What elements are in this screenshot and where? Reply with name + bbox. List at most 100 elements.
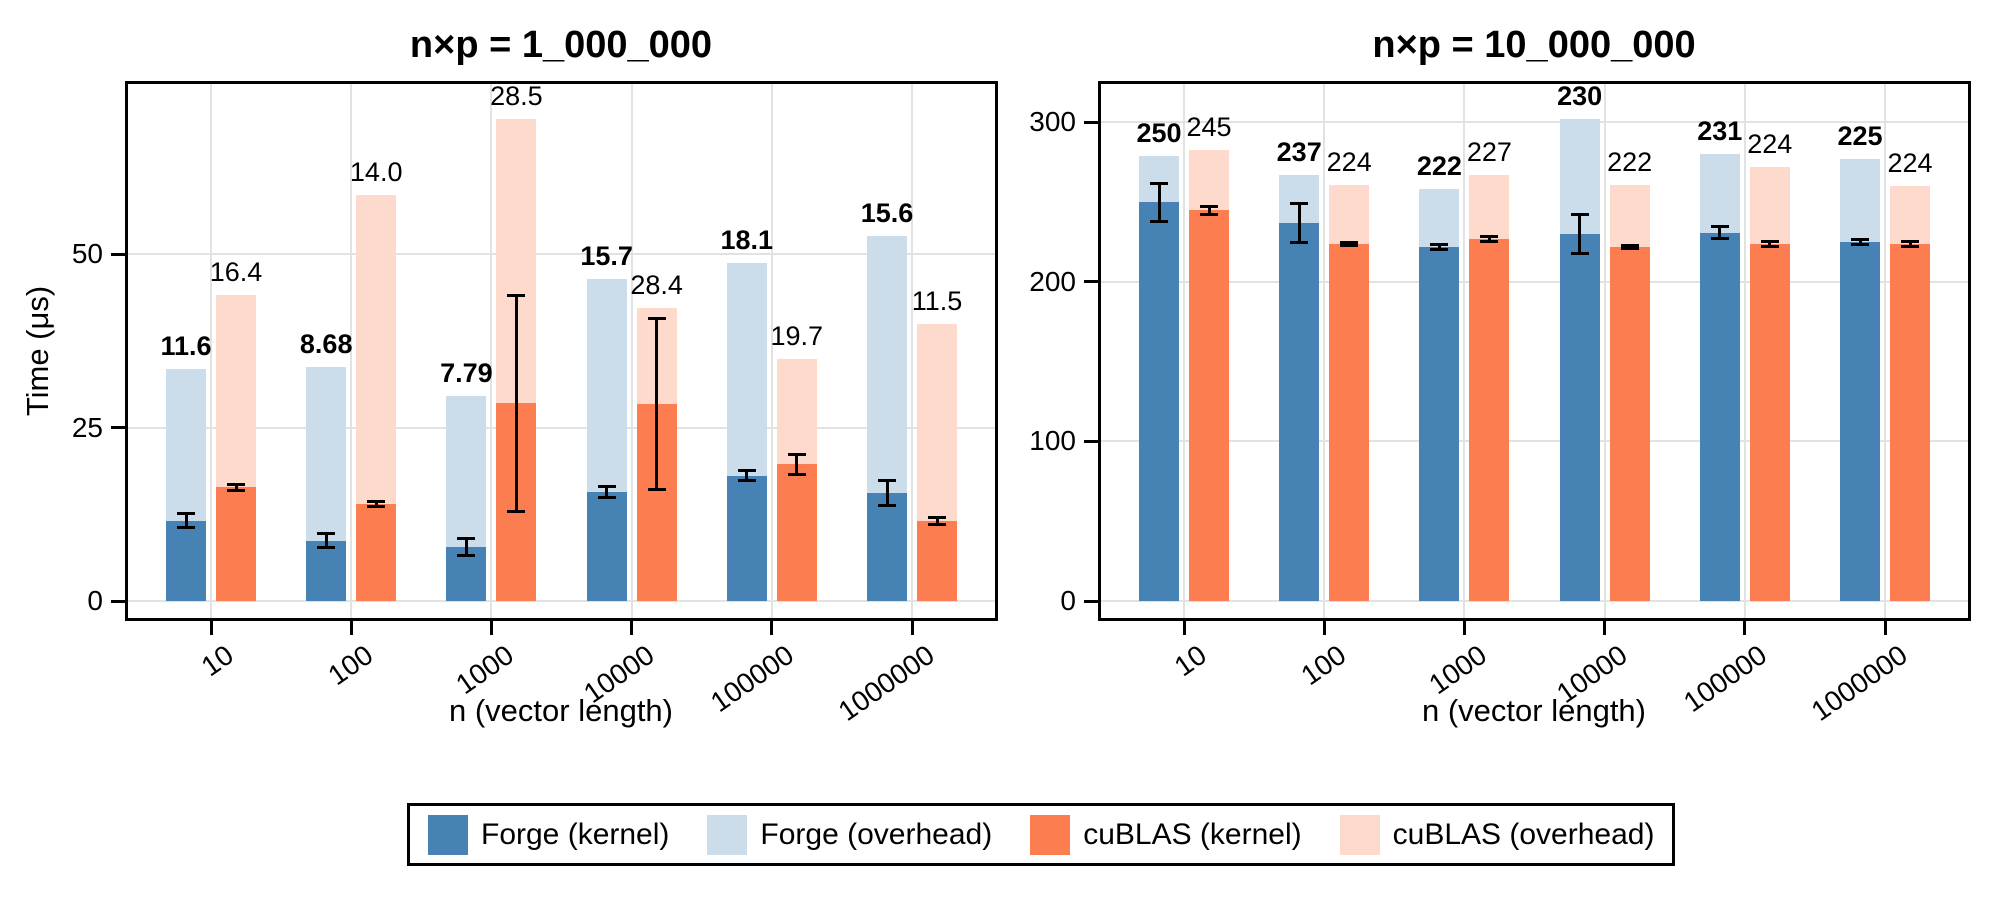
bar-cublas-overhead	[917, 323, 957, 522]
v-gridline	[1463, 81, 1466, 621]
panel-right-title: n×p = 10_000_000	[1372, 24, 1696, 66]
bar-value-label-forge: 237	[1276, 137, 1322, 168]
error-bar-cap	[457, 537, 476, 541]
v-gridline	[630, 81, 633, 621]
error-bar-cap	[317, 532, 336, 536]
x-tickmark	[1462, 621, 1466, 635]
bar-value-label-cublas: 224	[1326, 146, 1372, 177]
bar-cublas-kernel	[776, 464, 817, 601]
x-tickmark	[630, 621, 634, 635]
error-bar-cap	[787, 473, 806, 477]
error-bar-forge	[605, 486, 609, 498]
x-tickmark	[1182, 621, 1186, 635]
y-tick-label: 50	[71, 238, 103, 270]
error-bar-cap	[1150, 181, 1168, 185]
error-bar-cublas	[1347, 242, 1351, 246]
legend-item: Forge (kernel)	[428, 814, 669, 855]
error-bar-cap	[1430, 247, 1449, 251]
y-tick-label: 200	[1029, 265, 1076, 297]
v-gridline	[1323, 81, 1326, 621]
v-gridline	[210, 81, 212, 621]
bar-cublas-kernel	[1189, 210, 1229, 601]
error-bar-cap	[1570, 213, 1589, 217]
error-bar-cap	[457, 553, 476, 557]
bar-cublas-kernel	[216, 487, 256, 601]
h-gridline	[1098, 121, 1971, 124]
bar-cublas-overhead	[216, 294, 256, 488]
h-gridline	[1098, 600, 1971, 602]
h-gridline	[125, 426, 998, 429]
bar-forge-overhead	[726, 263, 767, 476]
bar-value-label-forge: 231	[1697, 116, 1743, 147]
error-bar-forge	[885, 480, 889, 506]
error-bar-cap	[647, 487, 666, 491]
error-bar-cap	[787, 452, 806, 456]
x-tickmark	[1883, 621, 1887, 635]
x-tickmark	[489, 621, 493, 635]
x-tick-label: 10	[1168, 639, 1212, 683]
panel-left-title: n×p = 1_000_000	[409, 24, 713, 66]
bar-value-label-forge: 250	[1136, 117, 1182, 148]
v-gridline	[1743, 81, 1746, 621]
legend-label: cuBLAS (overhead)	[1392, 817, 1655, 851]
bar-value-label-cublas: 28.5	[490, 81, 543, 112]
bar-forge-kernel	[726, 475, 767, 601]
bar-forge-kernel	[867, 492, 907, 601]
bar-cublas-overhead	[1329, 184, 1370, 244]
error-bar-forge	[1718, 226, 1722, 239]
error-bar-cublas	[1908, 241, 1912, 247]
legend-swatch-cublas_overhead	[1339, 814, 1380, 855]
h-gridline	[1098, 280, 1971, 283]
error-bar-cap	[1340, 243, 1359, 247]
error-bar-forge	[464, 538, 468, 556]
bar-value-label-forge: 8.68	[299, 329, 353, 360]
error-bar-cap	[1290, 240, 1309, 244]
x-tickmark	[1743, 621, 1747, 635]
bar-forge-overhead	[1699, 154, 1740, 233]
bar-value-label-cublas: 28.4	[630, 270, 683, 301]
legend-label: Forge (overhead)	[760, 817, 993, 851]
error-bar-cap	[928, 516, 946, 520]
error-bar-cap	[1430, 242, 1449, 246]
bar-forge-kernel	[1139, 202, 1179, 601]
x-tick-label: 1000	[1423, 639, 1493, 701]
error-bar-forge	[184, 513, 188, 528]
x-axis-label-left: n (vector length)	[449, 693, 673, 728]
error-bar-cap	[1620, 243, 1639, 247]
v-gridline	[911, 81, 913, 621]
error-bar-cublas	[514, 295, 518, 512]
error-bar-cublas	[1487, 236, 1491, 242]
y-tickmark	[1084, 599, 1098, 603]
bar-forge-kernel	[1840, 242, 1880, 601]
error-bar-forge	[1297, 203, 1301, 243]
bar-forge-overhead	[1419, 189, 1460, 247]
bar-cublas-overhead	[356, 194, 397, 504]
error-bar-cap	[177, 512, 195, 516]
error-bar-cublas	[234, 484, 238, 491]
error-bar-cap	[597, 485, 616, 489]
bar-value-label-forge: 18.1	[720, 225, 774, 256]
error-bar-cap	[878, 503, 896, 507]
bar-forge-overhead	[306, 367, 347, 541]
bar-value-label-forge: 15.6	[860, 198, 914, 229]
v-gridline	[1884, 81, 1886, 621]
error-bar-cublas	[1628, 245, 1632, 249]
h-gridline	[125, 253, 998, 256]
error-bar-cap	[367, 500, 386, 504]
error-bar-cap	[1150, 219, 1168, 223]
error-bar-cap	[1290, 202, 1309, 206]
y-tick-label: 100	[1029, 425, 1076, 457]
y-tick-label: 25	[71, 411, 103, 443]
error-bar-cap	[1760, 244, 1779, 248]
bar-forge-kernel	[1419, 246, 1460, 601]
bar-cublas-kernel	[356, 503, 397, 601]
bar-value-label-forge: 7.79	[440, 357, 493, 388]
v-gridline	[1603, 81, 1606, 621]
v-gridline	[350, 81, 353, 621]
error-bar-cap	[507, 510, 526, 514]
bar-forge-kernel	[1559, 234, 1600, 601]
error-bar-cap	[1710, 225, 1729, 229]
